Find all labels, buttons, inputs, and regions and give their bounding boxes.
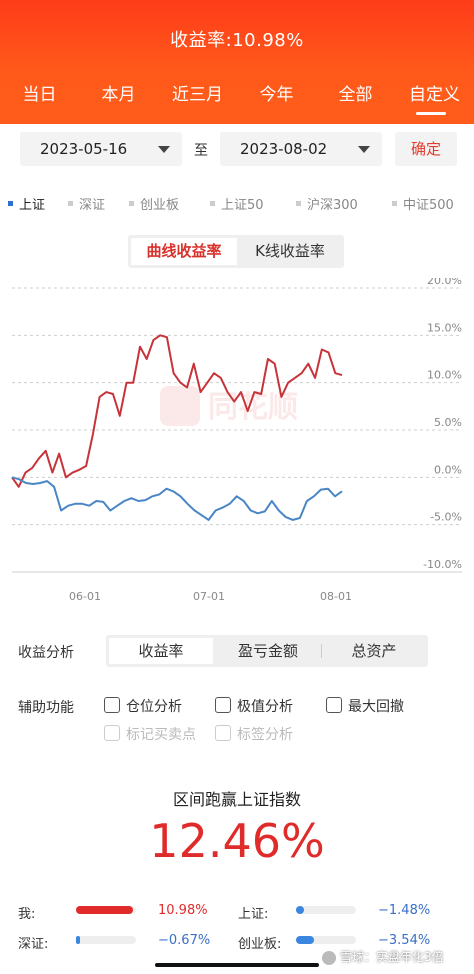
legend-dot-icon — [210, 201, 215, 206]
stat-bar-fill — [296, 906, 304, 914]
legend-dot-icon — [68, 201, 73, 206]
y-tick-label: 10.0% — [427, 369, 462, 382]
stat-value-me: 10.98% — [158, 903, 208, 918]
caret-down-icon — [358, 146, 370, 153]
stat-label-shenzhen: 深证: — [18, 937, 49, 952]
legend-dot-icon — [296, 201, 301, 206]
chart-mode-toggle: 曲线收益率 K线收益率 — [128, 235, 344, 268]
tab-last-3-months[interactable]: 近三月 — [172, 85, 223, 105]
checkbox-icon — [326, 697, 342, 713]
active-tab-indicator — [416, 112, 446, 115]
y-tick-label: 15.0% — [427, 321, 462, 334]
stat-label-me: 我: — [18, 907, 36, 922]
series-line-mine — [11, 334, 343, 488]
stat-bar-chinext — [296, 936, 356, 944]
snowball-icon — [322, 950, 336, 965]
return-line-chart: 20.0% 15.0% 10.0% 5.0% 0.0% -5.0% -10.0% 06-01 0… — [11, 278, 462, 603]
checkbox-tag-analysis: 标签分析 — [215, 724, 293, 744]
start-date-select[interactable]: 2023-05-16 — [20, 132, 182, 166]
stat-bar-shenzhen — [76, 936, 136, 944]
tab-this-month[interactable]: 本月 — [101, 85, 136, 105]
y-tick-label: -10.0% — [423, 558, 462, 571]
caret-down-icon — [158, 146, 170, 153]
legend-dot-icon — [129, 201, 134, 206]
legend-label: 中证500 — [403, 198, 454, 213]
end-date-value: 2023-08-02 — [240, 140, 328, 158]
legend-item-chinext[interactable]: 创业板 — [129, 194, 179, 213]
stat-bar-fill — [76, 936, 80, 944]
tab-all[interactable]: 全部 — [338, 85, 373, 105]
stat-value-chinext: −3.54% — [378, 933, 431, 948]
checkbox-label: 仓位分析 — [126, 699, 182, 715]
tab-this-year[interactable]: 今年 — [259, 85, 294, 105]
legend-dot-icon — [8, 201, 13, 206]
analysis-option-return[interactable]: 收益率 — [109, 638, 213, 664]
beat-index-value: 12.46% — [149, 814, 325, 868]
header-bar: 收益率:10.98% 当日 本月 近三月 今年 全部 自定义 — [0, 0, 474, 124]
analysis-label: 收益分析 — [18, 645, 74, 661]
stat-value-shanghai: −1.48% — [378, 903, 431, 918]
checkbox-mark-trades: 标记买卖点 — [104, 724, 196, 744]
x-tick-label: 06-01 — [69, 590, 101, 603]
confirm-button[interactable]: 确定 — [395, 132, 457, 166]
home-indicator — [155, 963, 319, 967]
aux-label: 辅助功能 — [18, 700, 74, 716]
checkbox-position-analysis[interactable]: 仓位分析 — [104, 696, 182, 716]
checkbox-extreme-analysis[interactable]: 极值分析 — [215, 696, 293, 716]
legend-label: 沪深300 — [307, 198, 358, 213]
analysis-option-pnl[interactable]: 盈亏金额 — [237, 642, 298, 660]
date-separator: 至 — [194, 143, 208, 159]
stat-bar-fill — [76, 906, 133, 914]
y-tick-label: 20.0% — [427, 278, 462, 287]
curve-return-option[interactable]: 曲线收益率 — [131, 238, 237, 265]
start-date-value: 2023-05-16 — [40, 140, 128, 158]
y-tick-label: 0.0% — [434, 463, 462, 476]
legend-item-shenzhen[interactable]: 深证 — [68, 194, 105, 213]
checkbox-icon — [215, 697, 231, 713]
tab-custom[interactable]: 自定义 — [409, 85, 460, 105]
legend-label: 上证 — [19, 198, 46, 213]
divider — [321, 644, 322, 658]
checkbox-label: 标签分析 — [237, 727, 293, 743]
checkbox-label: 标记买卖点 — [126, 727, 196, 743]
analysis-option-assets[interactable]: 总资产 — [351, 642, 397, 660]
y-tick-label: -5.0% — [430, 511, 462, 524]
stat-value-shenzhen: −0.67% — [158, 933, 211, 948]
x-tick-label: 08-01 — [320, 590, 352, 603]
stat-bar-shanghai — [296, 906, 356, 914]
y-tick-label: 5.0% — [434, 416, 462, 429]
legend-item-csi300[interactable]: 沪深300 — [296, 194, 358, 213]
x-tick-label: 07-01 — [193, 590, 225, 603]
legend-item-sse50[interactable]: 上证50 — [210, 194, 264, 213]
index-legend: 上证 深证 创业板 上证50 沪深300 中证500 — [0, 194, 474, 213]
tab-today[interactable]: 当日 — [22, 85, 57, 105]
checkbox-label: 极值分析 — [237, 699, 293, 715]
checkbox-label: 最大回撤 — [348, 699, 404, 715]
checkbox-icon — [104, 725, 120, 741]
stat-label-shanghai: 上证: — [238, 907, 269, 922]
series-line-shanghai — [11, 476, 343, 521]
end-date-select[interactable]: 2023-08-02 — [220, 132, 382, 166]
legend-label: 上证50 — [221, 198, 264, 213]
watermark-credit: 雪球：实盘年化3倍 — [322, 948, 444, 965]
period-tabs: 当日 本月 近三月 今年 全部 自定义 — [0, 80, 474, 110]
checkbox-icon — [104, 697, 120, 713]
legend-dot-icon — [392, 201, 397, 206]
legend-item-shanghai[interactable]: 上证 — [8, 194, 45, 213]
legend-label: 深证 — [79, 198, 106, 213]
beat-index-title: 区间跑赢上证指数 — [172, 790, 301, 809]
checkbox-max-drawdown[interactable]: 最大回撤 — [326, 696, 404, 716]
legend-item-csi500[interactable]: 中证500 — [392, 194, 454, 213]
stat-bar-fill — [296, 936, 314, 944]
legend-label: 创业板 — [140, 198, 180, 213]
checkbox-icon — [215, 725, 231, 741]
analysis-toggle: 收益率 盈亏金额 总资产 — [106, 635, 428, 667]
stat-bar-me — [76, 906, 136, 914]
stat-label-chinext: 创业板: — [238, 937, 282, 952]
kline-return-option[interactable]: K线收益率 — [255, 242, 325, 260]
return-rate-title: 收益率:10.98% — [170, 30, 304, 51]
